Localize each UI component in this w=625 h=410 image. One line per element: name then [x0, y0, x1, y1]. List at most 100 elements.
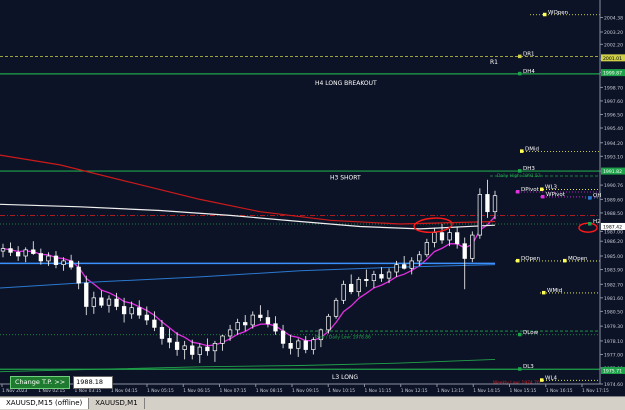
candle-body	[99, 297, 104, 306]
level-marker	[563, 258, 567, 263]
level-labels: WOpen DR1 DH4 DMid DH3 WL3 DPivot WPivot QH H2 DOp…	[315, 10, 601, 386]
price-tick-label: 1974.60	[604, 382, 623, 388]
candle-body	[61, 260, 66, 265]
candle-body	[288, 343, 293, 349]
candle-body	[0, 248, 6, 252]
ma-green-line	[0, 358, 496, 373]
candle-body	[402, 264, 407, 269]
level-name: WL3	[545, 185, 558, 191]
candle-body	[265, 317, 271, 325]
level-name: H2	[593, 219, 601, 225]
candle-body	[235, 322, 240, 331]
chart-tab-bar: XAUUSD,M15 (offline) XAUUSD,M1	[0, 396, 625, 410]
level-marker	[516, 190, 520, 194]
level-name: WPivot	[546, 192, 566, 198]
change-tp-panel: Change T.P. >> 1988.18	[10, 376, 114, 389]
candle-body	[197, 346, 202, 355]
candle-body	[273, 323, 278, 332]
price-tag-label: 2001.01	[603, 56, 622, 62]
candle-body	[455, 232, 460, 245]
price-tick-label: 1978.10	[604, 339, 623, 345]
time-tick-label: 1 Nov 07:15	[220, 388, 247, 394]
candle-body	[167, 338, 172, 343]
price-tick-label: 1998.70	[604, 85, 623, 91]
candle-body	[394, 264, 399, 273]
candle-body	[462, 243, 467, 259]
candle-body	[258, 314, 263, 318]
candle-body	[333, 299, 339, 317]
price-chart[interactable]: WOpen DR1 DH4 DMid DH3 WL3 DPivot WPivot QH H2 DOp…	[0, 0, 625, 396]
h3-short-label: H3 SHORT	[330, 175, 361, 182]
candle-body	[477, 194, 483, 236]
candle-body	[144, 314, 149, 321]
level-name: DR1	[523, 52, 535, 58]
level-marker	[518, 71, 522, 76]
candle-body	[409, 260, 414, 269]
candle-body	[84, 282, 89, 307]
candle-body	[53, 255, 59, 265]
candle-body	[356, 279, 361, 293]
candle-body	[137, 307, 142, 316]
candle-body	[15, 251, 21, 257]
time-tick-label: 1 Nov 10:15	[328, 388, 355, 394]
level-name: WL4	[545, 375, 558, 381]
price-tick-label: 2004.38	[604, 15, 623, 21]
prev-daily-low-label: Prev / Daily Low: 1978.86	[315, 334, 371, 340]
level-name: DOpen	[521, 256, 540, 262]
price-tick-label: 2002.20	[604, 42, 623, 48]
candle-body	[492, 195, 498, 213]
candle-body	[386, 271, 392, 279]
weekly-low-label: Weekly Low: 1974.70	[493, 380, 540, 386]
candle-body	[326, 315, 331, 331]
time-tick-label: 1 Nov 2023	[2, 388, 28, 394]
price-tick-label: 2003.20	[604, 30, 623, 36]
change-tp-button[interactable]: Change T.P. >>	[10, 376, 71, 389]
time-tick-label: 1 Nov 16:15	[546, 388, 573, 394]
candle-body	[424, 242, 430, 256]
price-tick-label: 1993.10	[604, 154, 623, 160]
price-axis: 2004.382003.202002.202001.001999.901998.…	[599, 0, 625, 388]
candle-body	[364, 279, 369, 281]
price-tag-label: 1987.42	[603, 224, 622, 230]
candle-body	[205, 346, 210, 352]
level-marker	[542, 290, 546, 295]
candle-body	[76, 266, 81, 284]
level-marker	[541, 194, 545, 199]
candle-body	[190, 345, 195, 355]
time-tick-label: 1 Nov 08:15	[256, 388, 283, 394]
candle-body	[243, 322, 248, 326]
level-marker	[518, 367, 522, 371]
candle-body	[8, 248, 13, 253]
candle-body	[303, 340, 308, 350]
price-tag-label: 1991.82	[603, 169, 622, 175]
level-name: DLow	[523, 330, 539, 336]
candle-body	[31, 249, 36, 254]
price-tick-label: 1983.90	[604, 268, 623, 274]
ma-red-line	[0, 154, 496, 225]
price-tick-label: 1995.40	[604, 126, 623, 132]
price-tag-box	[601, 54, 625, 62]
tab-xauusd-m1[interactable]: XAUUSD,M1	[89, 398, 145, 409]
candle-body	[91, 297, 96, 307]
candle-body	[129, 307, 134, 315]
tp-value-field[interactable]: 1988.18	[73, 376, 114, 389]
candle-body	[220, 335, 225, 344]
candle-body	[485, 194, 490, 213]
price-tick-label: 1986.20	[604, 239, 623, 245]
tab-xauusd-m15[interactable]: XAUUSD,M15 (offline)	[0, 398, 90, 409]
price-tick-label: 1994.20	[604, 141, 623, 147]
candle-body	[341, 283, 346, 301]
ma-blue-line	[0, 264, 496, 289]
time-tick-label: 1 Nov 17:15	[582, 388, 609, 394]
level-name: QH	[593, 193, 601, 199]
time-tick-label: 1 Nov 14:15	[473, 388, 500, 394]
candle-body	[114, 298, 119, 307]
time-tick-label: 1 Nov 11:15	[365, 388, 392, 394]
level-lines	[0, 14, 600, 381]
price-tick-label: 1981.60	[604, 296, 623, 302]
time-tick-label: 1 Nov 02:15	[38, 388, 65, 394]
h4-long-breakout-label: H4 LONG BREAKOUT	[315, 80, 377, 87]
level-name: WOpen	[548, 10, 569, 16]
price-tag-label: 1999.87	[603, 71, 622, 77]
